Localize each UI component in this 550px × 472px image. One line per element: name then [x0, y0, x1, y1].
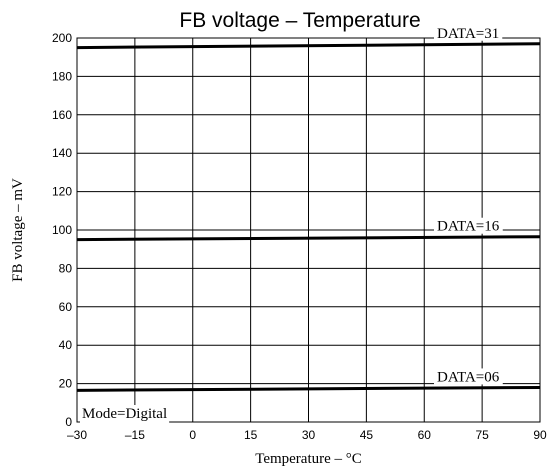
series-label-background	[434, 24, 503, 41]
x-tick-label: 30	[302, 428, 316, 442]
y-tick-label: 20	[59, 377, 73, 391]
series-label: DATA=06	[437, 369, 500, 385]
y-tick-label: 180	[52, 69, 72, 83]
y-tick-label: 60	[59, 300, 73, 314]
mode-annotation-background	[80, 405, 170, 423]
series-label: DATA=16	[437, 219, 500, 235]
x-tick-label: 0	[189, 428, 196, 442]
x-tick-label: 15	[244, 428, 258, 442]
y-tick-label: 80	[59, 261, 73, 275]
x-tick-label: 45	[360, 428, 374, 442]
x-axis-label: Temperature – °C	[255, 451, 362, 467]
series-label: DATA=31	[437, 26, 499, 42]
x-tick-label: 60	[418, 428, 432, 442]
x-tick-label: –30	[67, 428, 87, 442]
y-tick-label: 140	[52, 146, 72, 160]
x-tick-labels: –30 –15 0 15 30 45 60 75 90	[67, 428, 547, 442]
y-tick-label: 40	[59, 338, 73, 352]
series-line	[76, 42, 541, 50]
y-tick-label: 160	[52, 108, 72, 122]
chart-title: FB voltage – Temperature	[179, 9, 420, 32]
y-tick-labels: 0 20 40 60 80 100 120 140 160 180 200	[52, 31, 72, 429]
plot-frame	[76, 37, 541, 423]
y-axis-label: FB voltage – mV	[10, 178, 26, 282]
y-tick-label: 0	[65, 415, 72, 429]
series-labels: DATA=31 DATA=16 DATA=06	[434, 24, 503, 385]
series-line	[76, 385, 541, 392]
series-label-background	[434, 368, 503, 385]
series-label-background	[434, 217, 503, 234]
y-tick-label: 200	[52, 31, 72, 45]
grid	[77, 38, 540, 422]
x-tick-label: 90	[533, 428, 547, 442]
x-tick-label: –15	[125, 428, 145, 442]
x-tick-label: 75	[475, 428, 489, 442]
series-line	[76, 235, 541, 242]
mode-annotation: Mode=Digital	[82, 406, 167, 422]
series-lines	[76, 42, 541, 392]
y-tick-label: 120	[52, 185, 72, 199]
y-tick-label: 100	[52, 223, 72, 237]
